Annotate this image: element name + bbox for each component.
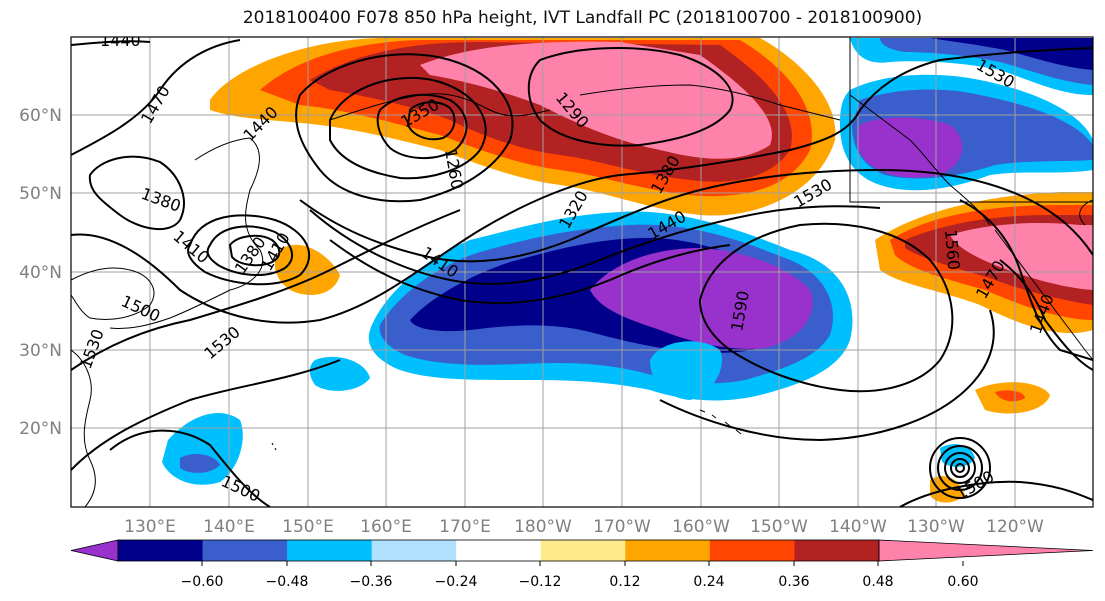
colorbar-tick-labels: −0.60 −0.48 −0.36 −0.24 −0.12 0.12 0.24 … [181, 574, 979, 590]
map-frame [70, 36, 1094, 508]
map-title: 2018100400 F078 850 hPa height, IVT Land… [242, 8, 923, 28]
colorbar-segment [625, 540, 711, 561]
lon-label: 130°W [907, 517, 965, 537]
colorbar [70, 539, 1094, 566]
colorbar-tick-label: −0.60 [181, 574, 224, 590]
map-panel: 1440 1470 1440 1350 1290 1260 1380 1410 … [71, 31, 1093, 507]
ivt-positive-anomaly-east [875, 192, 1093, 503]
colorbar-frame [117, 539, 880, 562]
latitude-labels: 60°N 50°N 40°N 30°N 20°N [19, 106, 62, 439]
lon-label: 120°W [986, 517, 1044, 537]
lon-label: 150°W [750, 517, 808, 537]
colorbar-tick-label: 0.60 [947, 574, 978, 590]
colorbar-tick-label: 0.24 [693, 574, 724, 590]
colorbar-segment [118, 540, 204, 561]
lat-label: 40°N [19, 263, 62, 283]
colorbar-segment [709, 540, 796, 561]
colorbar-segment [540, 540, 626, 561]
lon-label: 140°W [829, 517, 887, 537]
contour-label: 1440 [100, 31, 141, 50]
colorbar-tick-label: 0.12 [609, 574, 640, 590]
colorbar-segment [794, 540, 880, 561]
colorbar-tick-label: −0.24 [435, 574, 478, 590]
lon-label: 180°W [514, 517, 572, 537]
lon-label: 170°W [593, 517, 651, 537]
lat-label: 60°N [19, 106, 62, 126]
colorbar-tick-label: −0.36 [350, 574, 393, 590]
colorbar-segment [202, 540, 288, 561]
colorbar-tick-label: −0.48 [266, 574, 309, 590]
lat-label: 20°N [19, 419, 62, 439]
colorbar-extend-right [878, 539, 1094, 562]
lon-label: 130°E [124, 517, 176, 537]
colorbar-extend-left [70, 539, 119, 562]
lon-label: 150°E [282, 517, 334, 537]
colorbar-tick-label: −0.12 [519, 574, 562, 590]
colorbar-segment [287, 540, 373, 561]
lon-label: 160°W [672, 517, 730, 537]
lon-label: 140°E [203, 517, 255, 537]
lat-label: 30°N [19, 341, 62, 361]
height-contours [71, 39, 1093, 507]
colorbar-segment [371, 540, 457, 561]
contour-label: 1560 [941, 229, 963, 271]
colorbar-segment [456, 540, 542, 561]
lon-label: 170°E [439, 517, 491, 537]
colorbar-tick-label: 0.36 [778, 574, 809, 590]
longitude-labels: 130°E 140°E 150°E 160°E 170°E 180°W 170°… [124, 517, 1044, 537]
lat-label: 50°N [19, 184, 62, 204]
lon-label: 160°E [360, 517, 412, 537]
coastlines [71, 84, 1093, 507]
colorbar-tick-label: 0.48 [862, 574, 893, 590]
